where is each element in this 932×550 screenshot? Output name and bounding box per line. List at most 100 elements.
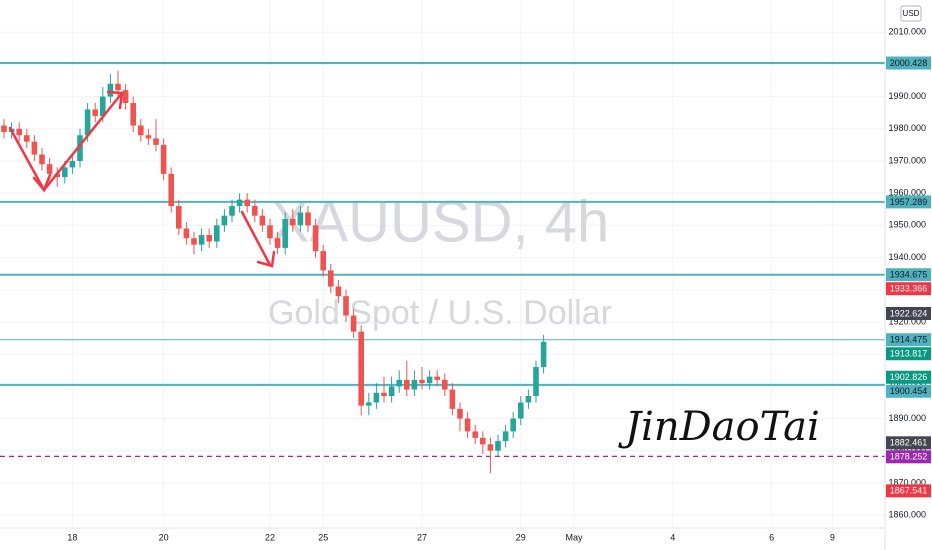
watermark-title: XAUUSD, 4h xyxy=(271,189,609,254)
candle-body xyxy=(396,379,402,387)
candle-body xyxy=(100,96,106,116)
candle-body xyxy=(46,164,53,174)
candle-body xyxy=(449,389,456,409)
candle-body xyxy=(153,138,159,145)
candle-body xyxy=(297,212,304,226)
candle-body xyxy=(320,251,326,271)
x-tick-label: 18 xyxy=(67,532,77,542)
candle-body xyxy=(404,379,410,390)
candle-body xyxy=(426,376,433,384)
candle-body xyxy=(442,379,448,390)
y-tick-label: 1890.000 xyxy=(888,413,926,423)
candle-body xyxy=(168,173,174,207)
candle-body xyxy=(130,103,136,126)
candle-body xyxy=(373,392,380,403)
currency: USD xyxy=(903,9,920,18)
x-tick-label: 29 xyxy=(516,532,526,542)
price-badge xyxy=(886,56,931,70)
candle-body xyxy=(419,379,425,384)
y-tick-label: 1870.000 xyxy=(888,477,926,487)
candle-body xyxy=(366,402,372,406)
candle-body xyxy=(77,135,83,161)
arrow-path xyxy=(240,210,272,267)
candle-body xyxy=(472,431,478,438)
candle-body xyxy=(244,199,250,207)
candle-body xyxy=(282,218,288,248)
candles xyxy=(1,70,547,474)
price-badge xyxy=(886,195,931,209)
arrow-head xyxy=(32,173,52,193)
x-tick-label: 27 xyxy=(417,532,427,542)
price-badge-label: 2000.428 xyxy=(890,58,928,68)
candle-body xyxy=(62,167,68,178)
currency-box xyxy=(900,5,922,22)
price-badge xyxy=(886,384,931,398)
price-badge xyxy=(886,450,931,464)
signature: JinDaoTai xyxy=(618,404,820,450)
y-tick-label: 1940.000 xyxy=(888,252,926,262)
candle-body xyxy=(464,418,471,432)
candle-body xyxy=(328,270,334,287)
y-tick-label: 1970.000 xyxy=(888,155,926,165)
candle-body xyxy=(502,431,509,442)
price-badge xyxy=(886,347,931,361)
candle-body xyxy=(206,235,212,242)
drawings xyxy=(8,90,276,268)
candle-body xyxy=(145,135,152,139)
y-tick-label: 1990.000 xyxy=(888,91,926,101)
candle-body xyxy=(69,160,76,168)
candle-body xyxy=(381,392,387,396)
candle-body xyxy=(198,235,205,245)
candle-body xyxy=(518,402,524,419)
price-badge-label: 1902.826 xyxy=(890,372,928,382)
y-tick-label: 1880.000 xyxy=(888,445,926,455)
candle-body xyxy=(229,206,235,216)
x-tick-label: 4 xyxy=(670,532,675,542)
x-tick-label: 6 xyxy=(769,532,774,542)
time-axis xyxy=(0,528,885,550)
price-badge-label: 1878.252 xyxy=(890,452,928,462)
candle-body xyxy=(290,218,296,226)
x-tick-label: 20 xyxy=(159,532,169,542)
price-badge-label: 1934.675 xyxy=(890,270,928,280)
y-tick-label: 1920.000 xyxy=(888,316,926,326)
candle-body xyxy=(259,215,266,226)
candle-body xyxy=(358,331,364,406)
candle-body xyxy=(236,199,243,207)
candle-body xyxy=(388,386,395,396)
candle-body xyxy=(92,109,98,116)
candle-body xyxy=(176,206,182,229)
candle-body xyxy=(107,83,114,97)
x-tick-label: 9 xyxy=(830,532,835,542)
y-tick-label: 1980.000 xyxy=(888,123,926,133)
candle-body xyxy=(274,238,281,248)
price-badge-label: 1957.289 xyxy=(890,197,928,207)
y-tick-label: 2010.000 xyxy=(888,27,926,37)
candle-body xyxy=(335,286,342,297)
candle-body xyxy=(510,418,516,432)
candle-body xyxy=(411,379,418,390)
price-badge-label: 1882.461 xyxy=(890,438,928,448)
price-badge xyxy=(886,307,931,321)
candle-body xyxy=(160,144,167,174)
candle-body xyxy=(115,83,121,91)
price-badge xyxy=(886,370,931,384)
candle-body xyxy=(16,128,22,136)
axis: 1860.0001870.0001880.0001890.0001900.000… xyxy=(67,27,931,542)
candle-body xyxy=(1,125,7,132)
y-tick-label: 1960.000 xyxy=(888,188,926,198)
candle-body xyxy=(31,141,38,155)
candle-body xyxy=(434,376,440,380)
candle-body xyxy=(191,238,197,245)
candle-body xyxy=(252,206,258,216)
candle-body xyxy=(457,408,463,419)
candle-body xyxy=(343,296,349,316)
price-badge xyxy=(886,282,931,296)
grid xyxy=(0,0,885,528)
price-badge-label: 1914.475 xyxy=(890,335,928,345)
candle-body xyxy=(312,225,319,252)
candle-body xyxy=(525,396,532,403)
y-tick-label: 1950.000 xyxy=(888,220,926,230)
candle-body xyxy=(122,90,129,104)
